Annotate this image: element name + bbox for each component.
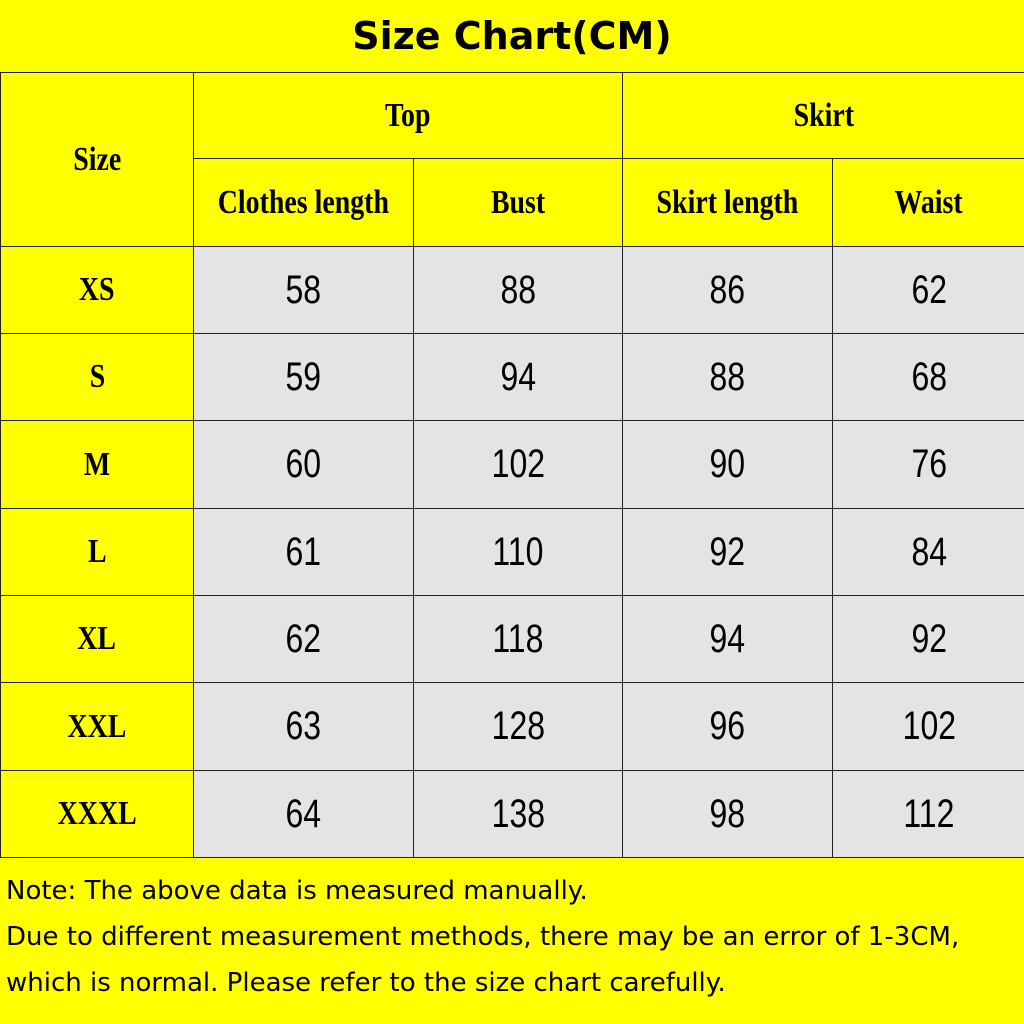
column-header-text: Bust bbox=[490, 183, 546, 221]
group-header: Top bbox=[193, 72, 623, 159]
column-header-text: Waist bbox=[894, 183, 964, 221]
size-label: XL bbox=[0, 595, 194, 683]
measurement: 60 bbox=[193, 420, 414, 509]
size-label: S bbox=[0, 333, 194, 421]
size-label-text: XXXL bbox=[57, 795, 137, 832]
measurement: 59 bbox=[193, 333, 414, 421]
measurement-text: 94 bbox=[500, 354, 536, 399]
size-label: XXXL bbox=[0, 770, 194, 858]
measurement-text: 92 bbox=[709, 529, 746, 574]
size-label: L bbox=[0, 508, 194, 596]
title: Size Chart(CM) bbox=[352, 14, 672, 58]
measurement: 128 bbox=[413, 682, 623, 771]
measurement-text: 59 bbox=[285, 354, 322, 399]
size-label-text: L bbox=[87, 533, 107, 570]
size-label-text: XS bbox=[79, 271, 115, 308]
measurement: 102 bbox=[413, 420, 623, 509]
measurement-text: 60 bbox=[285, 442, 322, 486]
size-header: Size bbox=[0, 72, 194, 247]
measurement: 76 bbox=[832, 420, 1024, 509]
measurement: 92 bbox=[622, 508, 833, 596]
measurement: 90 bbox=[622, 420, 833, 509]
measurement-text: 61 bbox=[285, 529, 322, 574]
measurement: 94 bbox=[622, 595, 833, 683]
measurement-text: 94 bbox=[709, 616, 746, 661]
note: which is normal. Please refer to the siz… bbox=[6, 968, 726, 998]
measurement: 102 bbox=[832, 682, 1024, 771]
measurement: 64 bbox=[193, 770, 414, 858]
column-header: Waist bbox=[832, 158, 1024, 247]
size-header-text: Size bbox=[72, 140, 121, 178]
measurement-text: 68 bbox=[911, 354, 947, 399]
column-header-text: Skirt length bbox=[656, 183, 799, 221]
measurement-text: 76 bbox=[911, 442, 947, 486]
size-label-text: S bbox=[89, 358, 105, 395]
measurement: 61 bbox=[193, 508, 414, 596]
measurement-text: 88 bbox=[709, 354, 746, 399]
measurement: 112 bbox=[832, 770, 1024, 858]
measurement: 88 bbox=[413, 246, 623, 334]
measurement-text: 63 bbox=[285, 704, 322, 748]
measurement: 84 bbox=[832, 508, 1024, 596]
group-header: Skirt bbox=[622, 72, 1024, 159]
measurement-text: 90 bbox=[709, 442, 746, 486]
group-header-text: Skirt bbox=[793, 96, 855, 134]
measurement-text: 118 bbox=[492, 616, 544, 661]
measurement-text: 58 bbox=[285, 267, 322, 312]
measurement-text: 102 bbox=[902, 704, 956, 748]
note: Due to different measurement methods, th… bbox=[6, 922, 960, 952]
size-label: XXL bbox=[0, 682, 194, 771]
measurement: 98 bbox=[622, 770, 833, 858]
measurement-text: 64 bbox=[285, 791, 322, 836]
measurement-text: 110 bbox=[492, 529, 544, 574]
measurement-text: 84 bbox=[911, 529, 947, 574]
measurement-text: 102 bbox=[491, 442, 545, 486]
measurement-text: 62 bbox=[911, 267, 947, 312]
note: Note: The above data is measured manuall… bbox=[6, 876, 588, 906]
measurement-text: 92 bbox=[911, 616, 947, 661]
measurement: 94 bbox=[413, 333, 623, 421]
column-header: Clothes length bbox=[193, 158, 414, 247]
size-label: XS bbox=[0, 246, 194, 334]
measurement: 62 bbox=[832, 246, 1024, 334]
measurement-text: 98 bbox=[709, 791, 746, 836]
measurement: 92 bbox=[832, 595, 1024, 683]
column-header: Bust bbox=[413, 158, 623, 247]
measurement-text: 138 bbox=[491, 791, 545, 836]
measurement: 138 bbox=[413, 770, 623, 858]
size-label: M bbox=[0, 420, 194, 509]
measurement-text: 128 bbox=[491, 704, 545, 748]
measurement: 86 bbox=[622, 246, 833, 334]
measurement: 62 bbox=[193, 595, 414, 683]
column-header-text: Clothes length bbox=[217, 183, 390, 221]
measurement-text: 112 bbox=[903, 791, 955, 836]
measurement: 58 bbox=[193, 246, 414, 334]
measurement: 63 bbox=[193, 682, 414, 771]
group-header-text: Top bbox=[385, 96, 431, 134]
size-label-text: M bbox=[83, 445, 111, 483]
measurement-text: 86 bbox=[709, 267, 746, 312]
measurement: 96 bbox=[622, 682, 833, 771]
size-label-text: XXL bbox=[67, 707, 127, 745]
measurement: 110 bbox=[413, 508, 623, 596]
measurement: 118 bbox=[413, 595, 623, 683]
size-label-text: XL bbox=[77, 620, 117, 657]
measurement-text: 96 bbox=[709, 704, 746, 748]
column-header: Skirt length bbox=[622, 158, 833, 247]
measurement: 68 bbox=[832, 333, 1024, 421]
measurement: 88 bbox=[622, 333, 833, 421]
measurement-text: 88 bbox=[500, 267, 536, 312]
measurement-text: 62 bbox=[285, 616, 322, 661]
